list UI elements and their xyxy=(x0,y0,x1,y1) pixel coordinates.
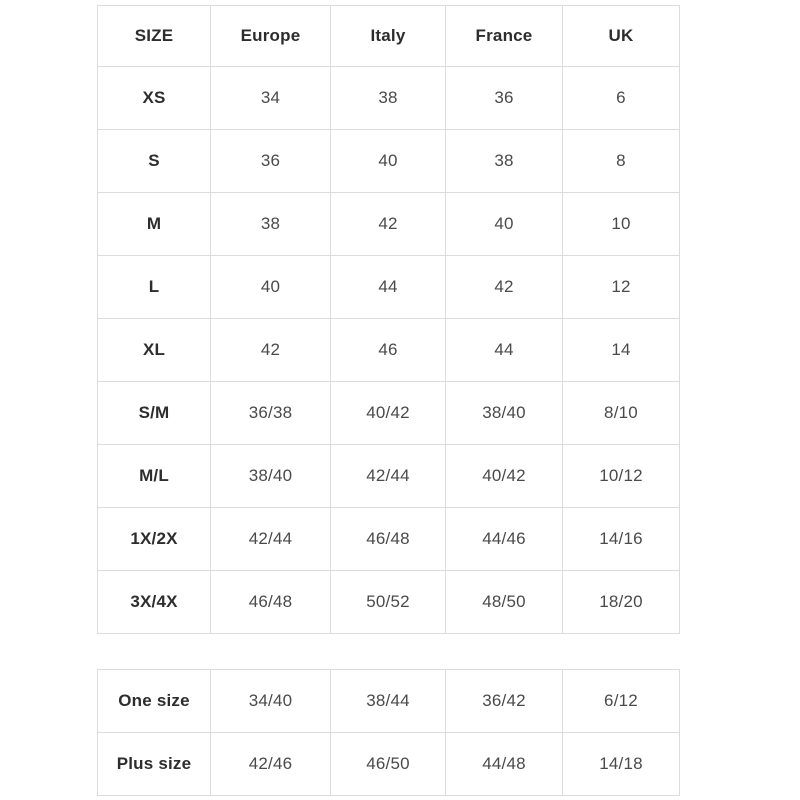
column-header-italy: Italy xyxy=(330,5,446,67)
size-value-cell: 42 xyxy=(445,255,563,319)
size-value-cell: 50/52 xyxy=(330,570,446,634)
size-value-cell: 46/50 xyxy=(330,732,446,796)
size-value-cell: 8/10 xyxy=(562,381,680,445)
size-value-cell: 46/48 xyxy=(330,507,446,571)
table-row: S 36 40 38 8 xyxy=(97,129,680,193)
row-label: XS xyxy=(97,66,211,130)
size-value-cell: 42/44 xyxy=(210,507,331,571)
column-header-europe: Europe xyxy=(210,5,331,67)
table-row: XL 42 46 44 14 xyxy=(97,318,680,382)
size-value-cell: 36/42 xyxy=(445,669,563,733)
row-label: Plus size xyxy=(97,732,211,796)
size-value-cell: 46 xyxy=(330,318,446,382)
row-label: S/M xyxy=(97,381,211,445)
size-value-cell: 14/16 xyxy=(562,507,680,571)
table-row: M/L 38/40 42/44 40/42 10/12 xyxy=(97,444,680,508)
size-value-cell: 44/46 xyxy=(445,507,563,571)
size-value-cell: 40 xyxy=(210,255,331,319)
size-value-cell: 10 xyxy=(562,192,680,256)
size-value-cell: 42 xyxy=(210,318,331,382)
size-value-cell: 6 xyxy=(562,66,680,130)
size-conversion-table: SIZE Europe Italy France UK XS 34 38 36 … xyxy=(97,5,680,634)
column-header-uk: UK xyxy=(562,5,680,67)
size-value-cell: 36/38 xyxy=(210,381,331,445)
table-row: S/M 36/38 40/42 38/40 8/10 xyxy=(97,381,680,445)
row-label: L xyxy=(97,255,211,319)
size-value-cell: 38/40 xyxy=(210,444,331,508)
size-value-cell: 34/40 xyxy=(210,669,331,733)
row-label: M xyxy=(97,192,211,256)
size-value-cell: 46/48 xyxy=(210,570,331,634)
table-row: M 38 42 40 10 xyxy=(97,192,680,256)
size-value-cell: 38/44 xyxy=(330,669,446,733)
size-value-cell: 42/46 xyxy=(210,732,331,796)
row-label: 1X/2X xyxy=(97,507,211,571)
table-row: One size 34/40 38/44 36/42 6/12 xyxy=(97,669,680,733)
size-value-cell: 40 xyxy=(445,192,563,256)
size-value-cell: 42 xyxy=(330,192,446,256)
size-value-cell: 38 xyxy=(330,66,446,130)
size-value-cell: 10/12 xyxy=(562,444,680,508)
size-value-cell: 40 xyxy=(330,129,446,193)
size-value-cell: 38 xyxy=(445,129,563,193)
table-row: 1X/2X 42/44 46/48 44/46 14/16 xyxy=(97,507,680,571)
size-value-cell: 36 xyxy=(445,66,563,130)
row-label: M/L xyxy=(97,444,211,508)
size-value-cell: 38 xyxy=(210,192,331,256)
row-label: S xyxy=(97,129,211,193)
table-row: Plus size 42/46 46/50 44/48 14/18 xyxy=(97,732,680,796)
size-value-cell: 42/44 xyxy=(330,444,446,508)
row-label: XL xyxy=(97,318,211,382)
size-value-cell: 14 xyxy=(562,318,680,382)
header-row: SIZE Europe Italy France UK xyxy=(97,5,680,67)
size-value-cell: 36 xyxy=(210,129,331,193)
table-row: 3X/4X 46/48 50/52 48/50 18/20 xyxy=(97,570,680,634)
size-value-cell: 48/50 xyxy=(445,570,563,634)
table-row: XS 34 38 36 6 xyxy=(97,66,680,130)
size-value-cell: 40/42 xyxy=(330,381,446,445)
row-label: 3X/4X xyxy=(97,570,211,634)
size-value-cell: 14/18 xyxy=(562,732,680,796)
column-header-size: SIZE xyxy=(97,5,211,67)
special-sizes-table: One size 34/40 38/44 36/42 6/12 Plus siz… xyxy=(97,669,680,796)
size-value-cell: 6/12 xyxy=(562,669,680,733)
size-value-cell: 34 xyxy=(210,66,331,130)
size-value-cell: 44 xyxy=(445,318,563,382)
size-value-cell: 18/20 xyxy=(562,570,680,634)
size-value-cell: 8 xyxy=(562,129,680,193)
table-row: L 40 44 42 12 xyxy=(97,255,680,319)
size-value-cell: 40/42 xyxy=(445,444,563,508)
size-value-cell: 38/40 xyxy=(445,381,563,445)
size-value-cell: 12 xyxy=(562,255,680,319)
row-label: One size xyxy=(97,669,211,733)
size-value-cell: 44/48 xyxy=(445,732,563,796)
size-value-cell: 44 xyxy=(330,255,446,319)
column-header-france: France xyxy=(445,5,563,67)
